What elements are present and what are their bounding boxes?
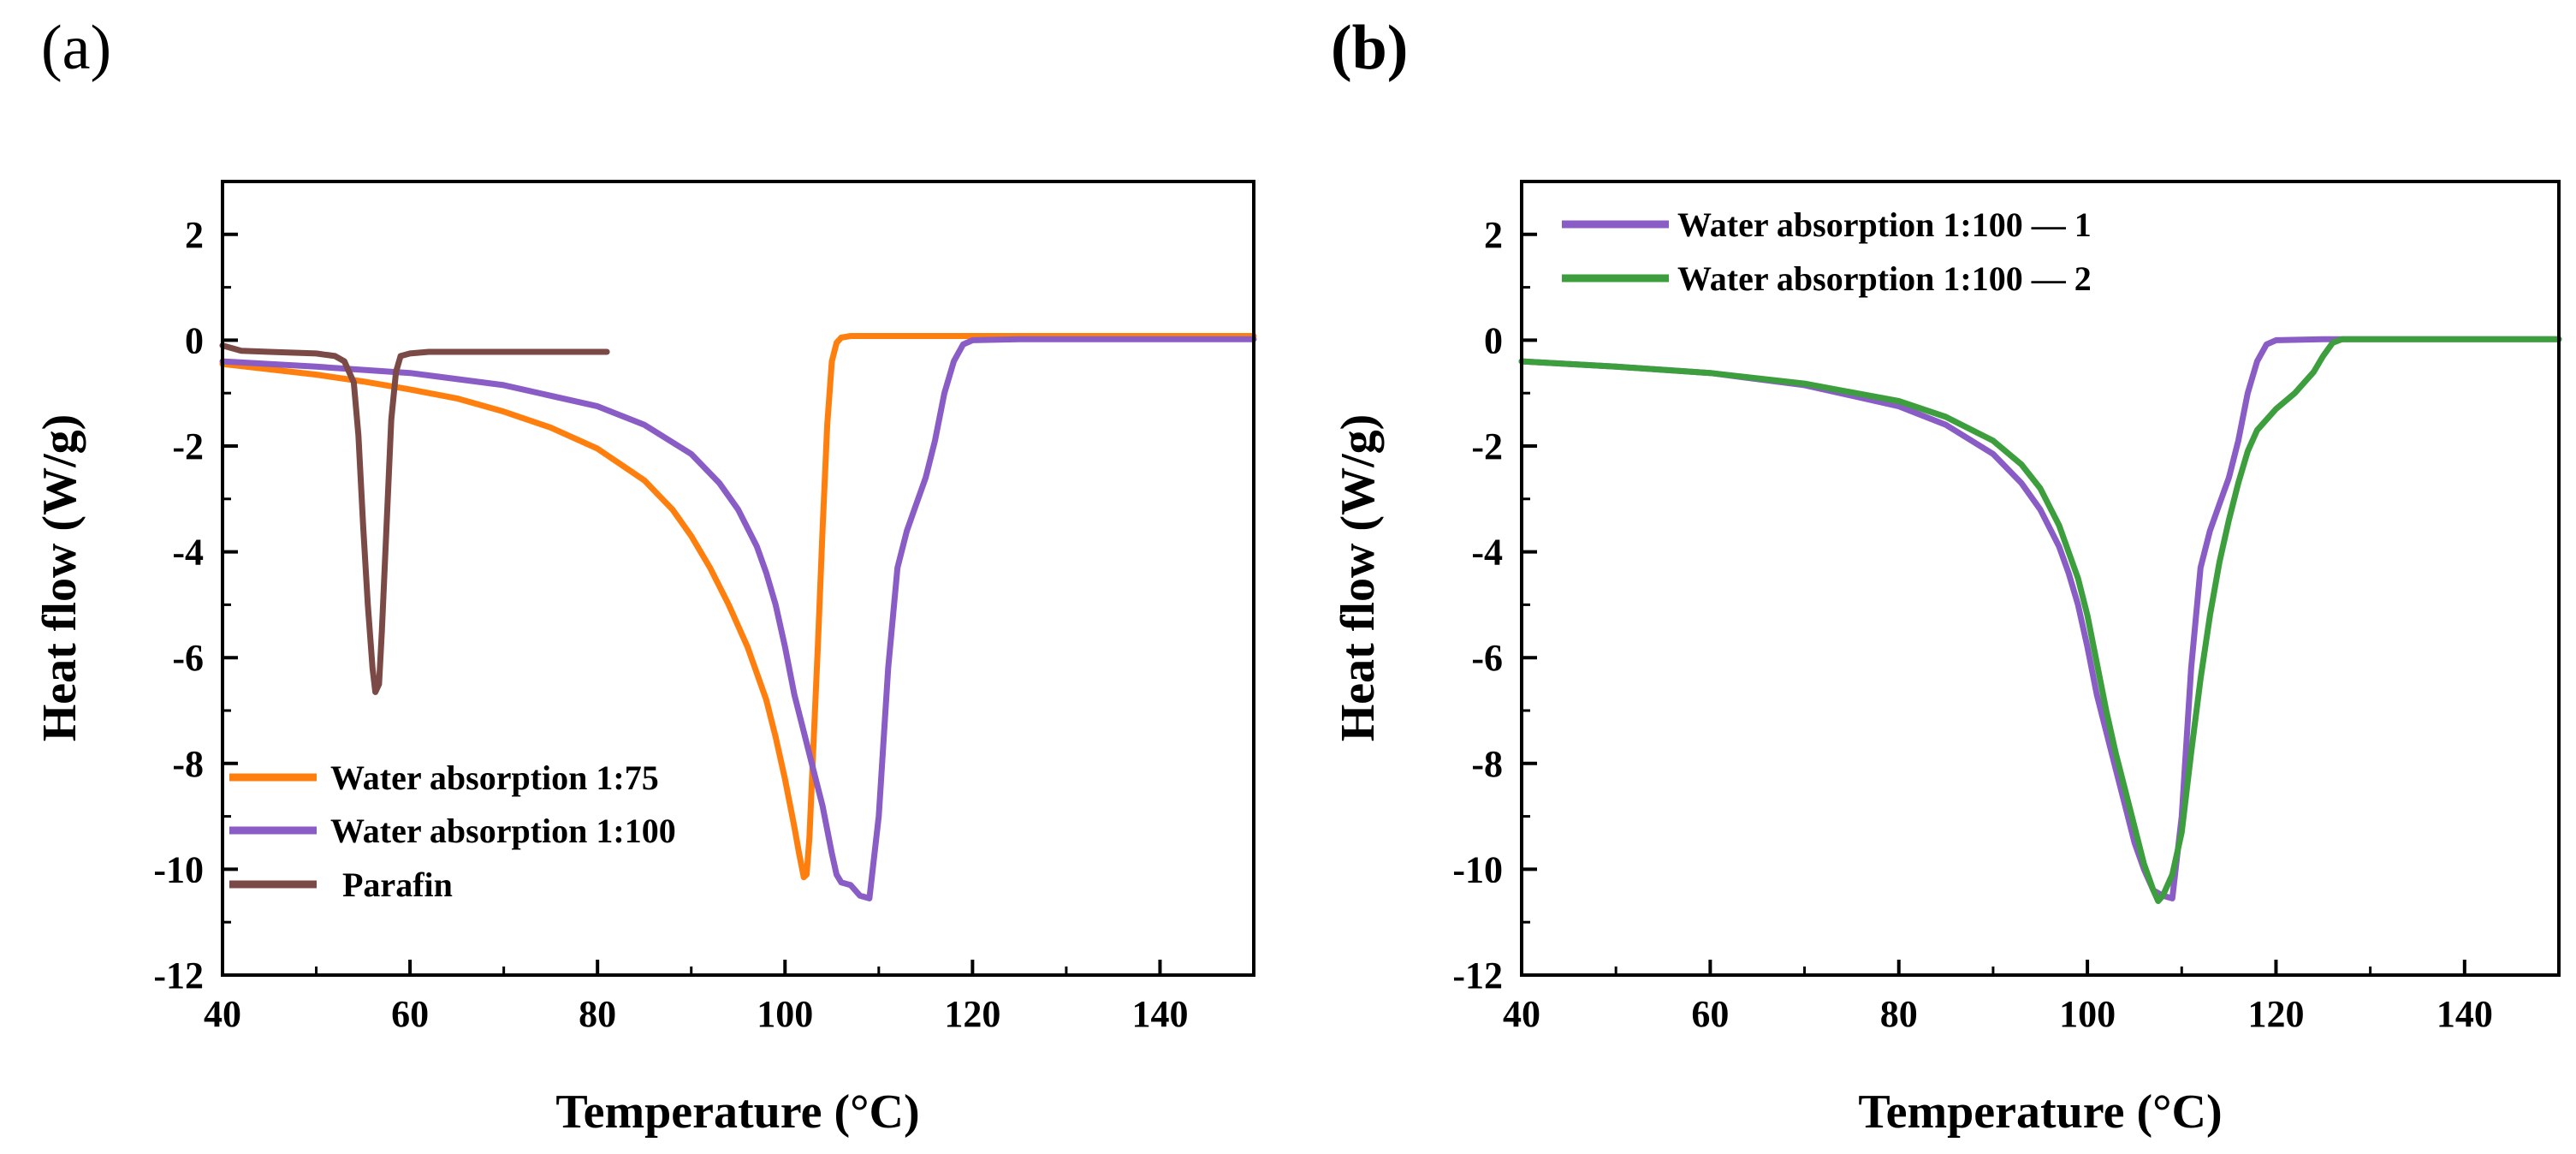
x-tick-label: 100 — [757, 993, 813, 1035]
x-tick-label: 120 — [944, 993, 1000, 1035]
series-line-3 — [219, 342, 610, 695]
y-tick-label: -4 — [1471, 532, 1503, 574]
panel-b-legend: Water absorption 1:100 — 1 Water absorpt… — [1562, 205, 2092, 298]
panel-a-y-axis-title: Heat flow (W/g) — [33, 414, 86, 742]
series-line-1 — [1518, 336, 2562, 901]
x-tick-label: 80 — [579, 993, 616, 1035]
series-line-2 — [219, 336, 1257, 901]
legend-item: Water absorption 1:100 — 2 — [1562, 259, 2092, 298]
panel-b-label: (b) — [1331, 13, 1408, 83]
legend-item: Water absorption 1:100 — [229, 812, 676, 850]
panel-a-label: (a) — [41, 13, 111, 83]
y-tick-label: 0 — [1484, 319, 1503, 361]
x-tick-label: 80 — [1880, 993, 1918, 1035]
x-tick-label: 140 — [2437, 993, 2493, 1035]
x-tick-label: 140 — [1131, 993, 1188, 1035]
y-tick-label: 0 — [185, 319, 204, 361]
panel-a: (a) 40 60 80 100 120 140 2 0 -2 -4 -6 -8 -10 -12 Temp… — [33, 13, 1257, 1139]
y-tick-label: 2 — [185, 214, 204, 256]
x-tick-label: 60 — [1691, 993, 1729, 1035]
legend-item: Water absorption 1:75 — [229, 758, 659, 797]
x-tick-label: 60 — [391, 993, 429, 1035]
panel-a-series-group — [219, 333, 1257, 901]
panel-a-frame — [221, 180, 1255, 977]
y-tick-label: -4 — [172, 532, 204, 574]
y-tick-label: -12 — [1452, 955, 1503, 996]
panel-b-ticks: 40 60 80 100 120 140 2 0 -2 -4 -6 -8 -10 -12 — [1452, 180, 2493, 1035]
series-line-1 — [219, 333, 1257, 881]
y-tick-label: -8 — [172, 743, 204, 785]
panel-a-legend: Water absorption 1:75 Water absorption 1… — [229, 758, 676, 904]
y-tick-label: -8 — [1471, 743, 1503, 785]
y-tick-label: -6 — [172, 637, 204, 679]
y-tick-label: -12 — [153, 955, 204, 996]
legend-item: Water absorption 1:100 — 1 — [1562, 205, 2092, 244]
panel-b-y-axis-title: Heat flow (W/g) — [1332, 414, 1385, 742]
x-tick-label: 40 — [204, 993, 241, 1035]
legend-label: Water absorption 1:75 — [330, 758, 659, 797]
legend-label: Water absorption 1:100 — 1 — [1677, 205, 2092, 244]
x-tick-label: 40 — [1503, 993, 1540, 1035]
y-tick-label: -2 — [172, 425, 204, 467]
y-tick-label: -2 — [1471, 425, 1503, 467]
legend-label: Water absorption 1:100 — [330, 812, 676, 850]
series-line-2 — [1518, 336, 2562, 904]
legend-item: Parafin — [229, 866, 453, 904]
panel-b-x-axis-title: Temperature (°C) — [1858, 1086, 2222, 1139]
x-tick-label: 120 — [2247, 993, 2304, 1035]
x-tick-label: 100 — [2059, 993, 2116, 1035]
y-tick-label: -10 — [1452, 848, 1503, 890]
panel-b-plot: 40 60 80 100 120 140 2 0 -2 -4 -6 -8 -10 -12 — [1452, 180, 2562, 1035]
y-tick-label: -6 — [1471, 637, 1503, 679]
panel-a-plot: 40 60 80 100 120 140 2 0 -2 -4 -6 -8 -10 -12 — [153, 180, 1257, 1035]
panel-a-x-axis-title: Temperature (°C) — [555, 1086, 919, 1139]
y-tick-label: -10 — [153, 848, 204, 890]
panel-b: (b) 40 60 80 100 120 140 2 0 -2 -4 -6 -8 -10 -12 Temp… — [1331, 13, 2562, 1139]
y-tick-label: 2 — [1484, 214, 1503, 256]
panel-b-frame — [1520, 180, 2561, 977]
legend-label: Parafin — [342, 866, 453, 904]
panel-a-ticks: 40 60 80 100 120 140 2 0 -2 -4 -6 -8 -10 -12 — [153, 180, 1188, 1035]
panel-b-series-group — [1518, 336, 2562, 904]
legend-label: Water absorption 1:100 — 2 — [1677, 259, 2092, 298]
